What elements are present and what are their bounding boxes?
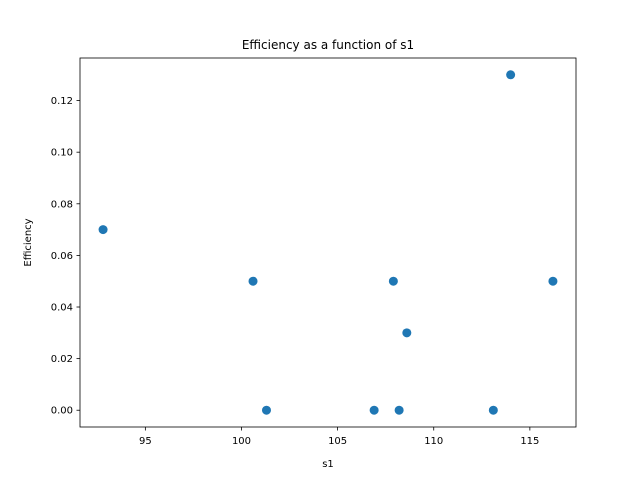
x-tick-label: 95 [139, 436, 152, 447]
data-point [369, 405, 379, 415]
chart-title: Efficiency as a function of s1 [242, 38, 414, 52]
y-tick-label: 0.00 [51, 406, 73, 417]
y-axis: 0.00 0.02 0.04 0.06 0.08 0.10 0.12 [51, 96, 80, 417]
x-axis: 95 100 105 110 115 [139, 427, 539, 447]
plot-area [98, 70, 558, 415]
axes-frame [79, 57, 577, 428]
y-tick-label: 0.08 [51, 199, 73, 210]
data-point [248, 276, 258, 286]
data-point [548, 276, 558, 286]
data-point [394, 405, 404, 415]
x-tick-label: 115 [520, 436, 539, 447]
y-tick-label: 0.06 [51, 251, 73, 262]
x-tick-label: 110 [424, 436, 443, 447]
x-tick-label: 105 [328, 436, 347, 447]
data-point [488, 405, 498, 415]
y-axis-label: Efficiency [23, 218, 34, 266]
data-point [402, 328, 412, 338]
y-tick-label: 0.10 [51, 148, 73, 159]
x-tick-label: 100 [232, 436, 251, 447]
y-tick-label: 0.04 [51, 303, 73, 314]
y-tick-label: 0.12 [51, 96, 73, 107]
x-axis-label: s1 [322, 459, 334, 470]
y-tick-label: 0.02 [51, 354, 73, 365]
data-point [388, 276, 398, 286]
data-point [261, 405, 271, 415]
data-point [98, 225, 108, 235]
data-point [506, 70, 516, 80]
